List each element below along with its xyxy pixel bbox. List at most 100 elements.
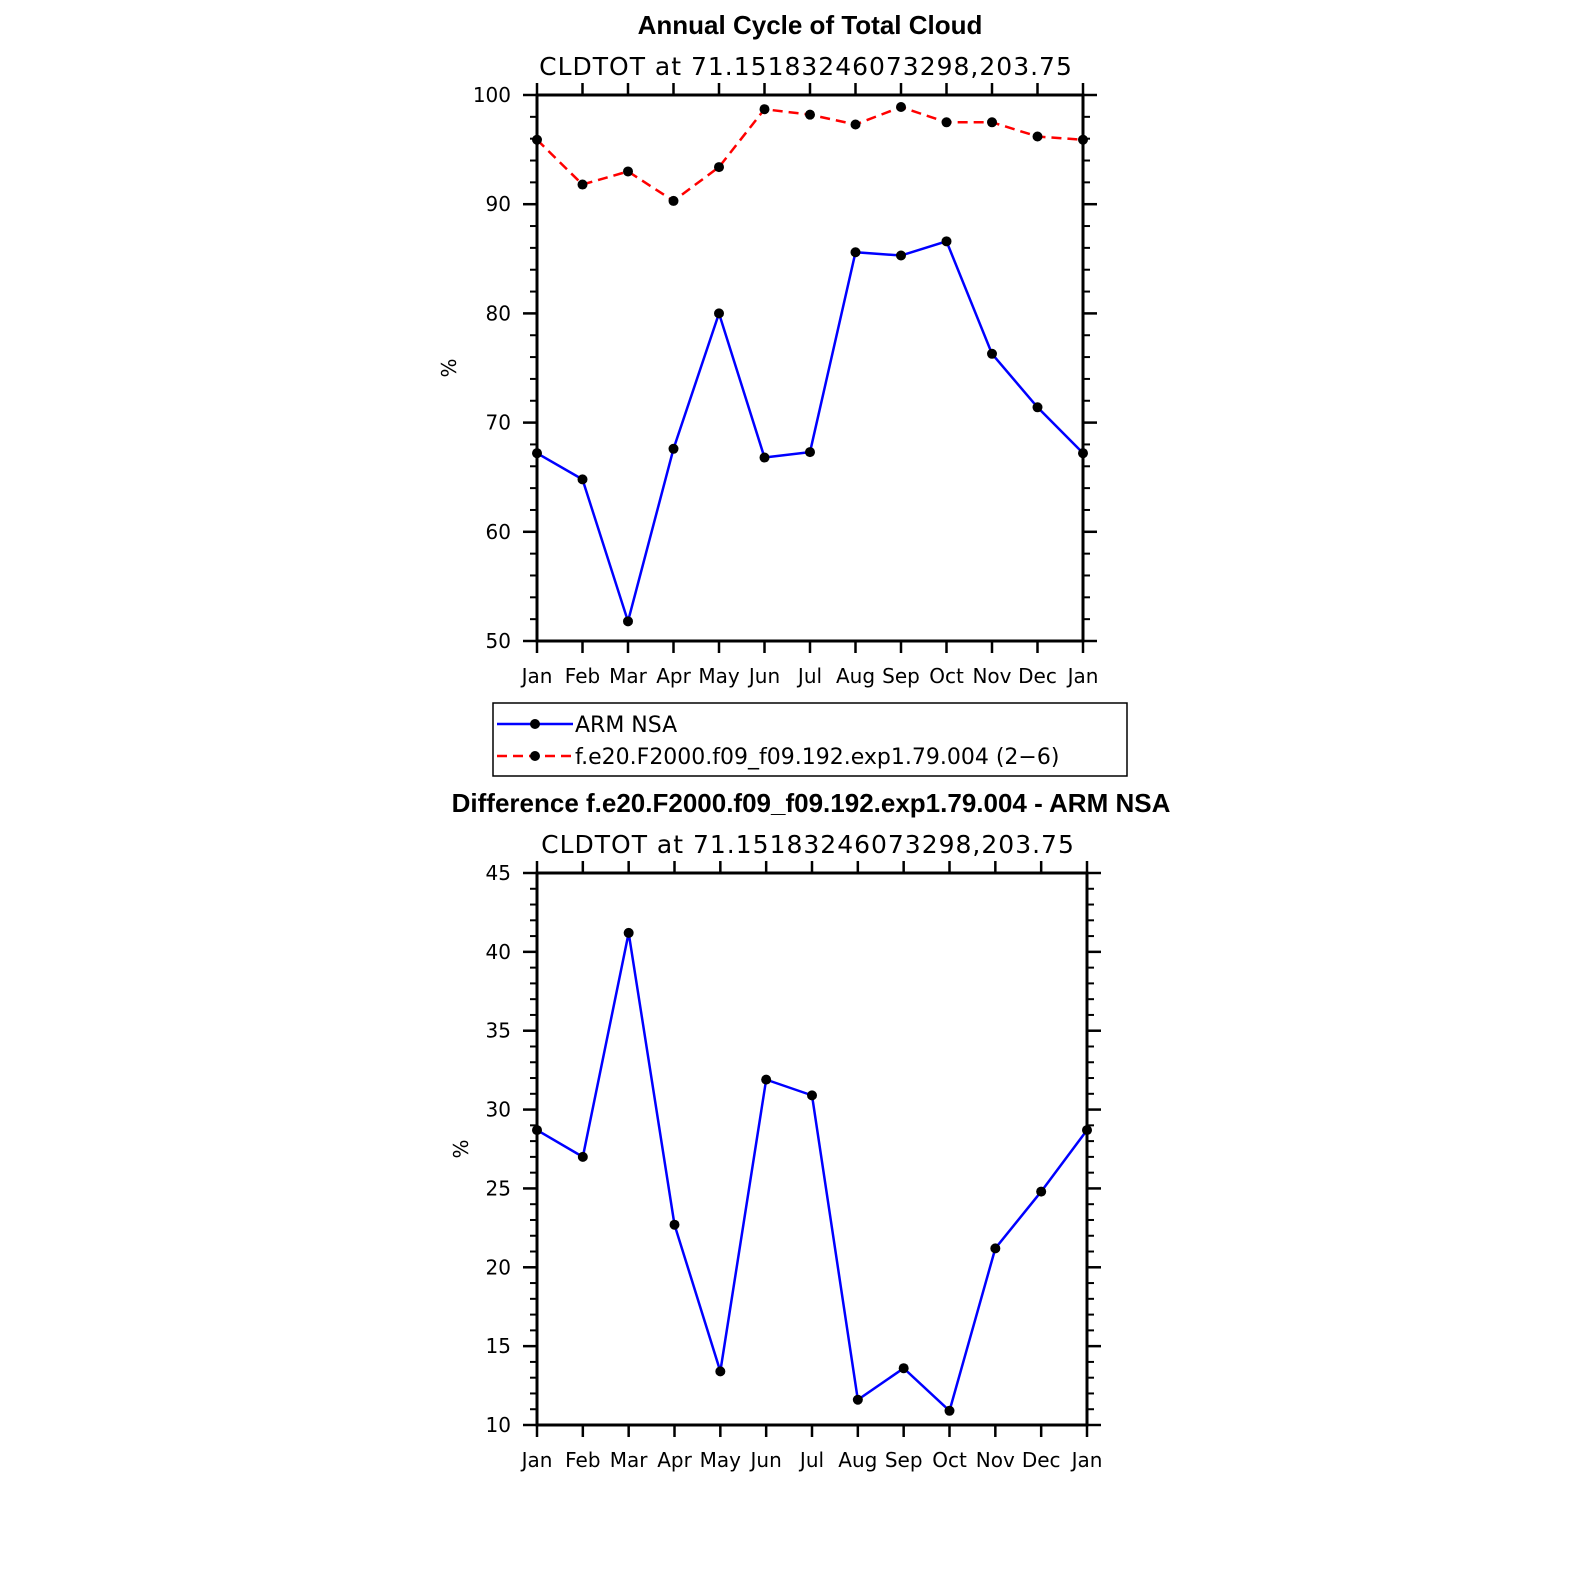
panel1-axes: Jan Feb Mar Apr May Jun Jul Aug Sep Oct Nov Dec Jan 5… <box>473 83 1099 688</box>
data-point <box>1078 134 1088 145</box>
data-point <box>898 1363 909 1374</box>
data-point <box>715 1366 726 1377</box>
plot-frame <box>535 871 1089 1427</box>
x-tick-label: Feb <box>565 664 600 688</box>
x-tick-label: Jan <box>520 1448 553 1472</box>
y-tick-label: 50 <box>486 629 511 653</box>
panel2-title: Difference f.e20.F2000.f09_f09.192.exp1.… <box>452 788 1171 818</box>
data-point <box>941 117 952 128</box>
data-point <box>714 308 724 319</box>
data-point <box>623 616 633 627</box>
legend-box <box>492 702 1128 777</box>
legend-label-model: f.e20.F2000.f09_f09.192.exp1.79.004 (2−6… <box>575 745 1059 770</box>
y-tick-label: 90 <box>486 192 511 216</box>
x-tick-label: Apr <box>656 664 691 688</box>
x-tick-label: Aug <box>838 1448 877 1472</box>
data-point <box>850 247 861 258</box>
data-point <box>759 452 770 463</box>
x-tick-label: Sep <box>882 664 920 688</box>
data-point <box>852 1394 863 1405</box>
data-point <box>1036 1186 1047 1197</box>
x-tick-label: Aug <box>836 664 875 688</box>
data-point <box>668 443 679 454</box>
panel2-subtitle: CLDTOT at 71.15183246073298,203.75 <box>541 830 1075 859</box>
data-point <box>805 109 815 120</box>
panel-annual-cycle: Annual Cycle of Total Cloud CLDTOT at 71… <box>437 10 1098 688</box>
data-point <box>759 104 770 115</box>
data-point <box>1082 1125 1092 1136</box>
panel-difference: Difference f.e20.F2000.f09_f09.192.exp1.… <box>449 788 1171 1472</box>
data-point <box>532 134 542 145</box>
y-tick-label: 100 <box>473 83 511 107</box>
panel1-ylabel: % <box>437 358 461 377</box>
x-tick-label: Jan <box>1066 664 1099 688</box>
y-tick-label: 20 <box>486 1255 511 1279</box>
y-tick-label: 35 <box>486 1019 511 1043</box>
x-tick-label: Dec <box>1018 664 1057 688</box>
x-tick-label: Oct <box>929 664 964 688</box>
legend: ARM NSA f.e20.F2000.f09_f09.192.exp1.79.… <box>492 702 1128 777</box>
y-tick-label: 70 <box>486 411 511 435</box>
data-point <box>1032 402 1043 413</box>
x-tick-label: Jul <box>796 664 822 688</box>
data-point <box>1032 131 1043 142</box>
y-tick-label: 80 <box>486 301 511 325</box>
data-point <box>1078 448 1088 459</box>
plot-frame <box>535 93 1085 643</box>
x-tick-label: Jan <box>1070 1448 1103 1472</box>
data-point <box>896 102 906 113</box>
y-tick-label: 30 <box>486 1098 511 1122</box>
x-tick-label: Apr <box>657 1448 692 1472</box>
x-tick-label: Nov <box>972 664 1011 688</box>
x-tick-label: Dec <box>1022 1448 1061 1472</box>
data-point <box>714 162 724 173</box>
data-point <box>577 1151 588 1162</box>
data-point <box>532 448 542 459</box>
y-tick-label: 15 <box>486 1334 511 1358</box>
data-point <box>668 195 679 206</box>
data-point <box>623 927 634 938</box>
x-tick-label: Oct <box>932 1448 967 1472</box>
x-tick-label: May <box>700 1448 742 1472</box>
series-line <box>536 932 1089 1414</box>
legend-marker-model <box>530 751 540 761</box>
x-tick-label: Jun <box>749 1448 782 1472</box>
data-point <box>807 1090 817 1101</box>
data-point <box>850 119 861 130</box>
panel2-series <box>532 927 1092 1416</box>
x-tick-label: Nov <box>976 1448 1015 1472</box>
y-tick-label: 60 <box>486 520 511 544</box>
panel1-title: Annual Cycle of Total Cloud <box>638 10 983 40</box>
x-tick-label: Jul <box>798 1448 824 1472</box>
data-point <box>577 474 588 485</box>
x-tick-label: May <box>698 664 740 688</box>
series-line <box>536 239 1084 626</box>
x-tick-label: Mar <box>610 1448 649 1472</box>
data-point <box>944 1405 955 1416</box>
data-point <box>761 1074 772 1085</box>
data-point <box>623 166 633 177</box>
panel2-axes: Jan Feb Mar Apr May Jun Jul Aug Sep Oct Nov Dec Jan 1… <box>486 861 1103 1472</box>
data-point <box>577 179 588 190</box>
y-tick-label: 25 <box>486 1176 511 1200</box>
series-line <box>536 105 1084 203</box>
panel2-ylabel: % <box>449 1139 473 1158</box>
data-point <box>669 1219 680 1230</box>
x-tick-label: Feb <box>565 1448 600 1472</box>
legend-label-arm-nsa: ARM NSA <box>575 713 677 738</box>
x-tick-label: Jan <box>520 664 553 688</box>
data-point <box>896 250 906 261</box>
x-tick-label: Jun <box>747 664 780 688</box>
data-point <box>941 236 952 247</box>
panel1-series <box>532 102 1088 627</box>
x-tick-label: Sep <box>885 1448 923 1472</box>
x-tick-label: Mar <box>609 664 648 688</box>
legend-marker-arm-nsa <box>530 719 540 729</box>
data-point <box>987 117 997 128</box>
data-point <box>532 1125 542 1136</box>
y-tick-label: 40 <box>486 940 511 964</box>
data-point <box>990 1243 1001 1254</box>
y-tick-label: 45 <box>486 861 511 885</box>
y-tick-label: 10 <box>486 1413 511 1437</box>
